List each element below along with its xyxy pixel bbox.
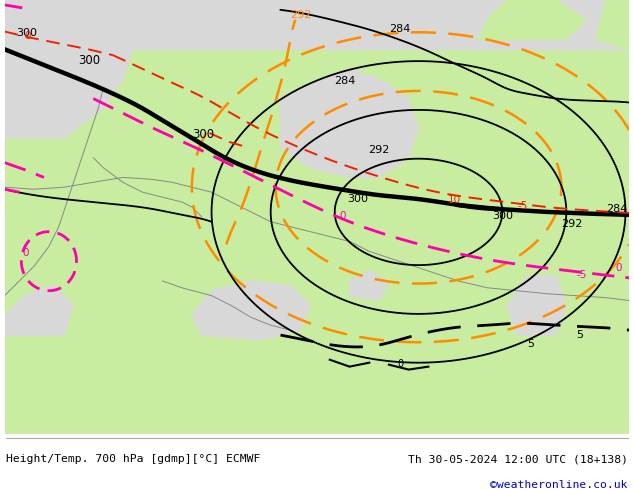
Text: 300: 300	[79, 54, 101, 67]
Polygon shape	[349, 271, 389, 300]
Text: 292: 292	[562, 219, 583, 229]
Text: ©weatheronline.co.uk: ©weatheronline.co.uk	[490, 481, 628, 490]
Polygon shape	[4, 0, 630, 434]
Text: 5: 5	[527, 339, 534, 349]
Polygon shape	[596, 0, 630, 49]
Text: 292: 292	[368, 145, 390, 155]
Text: 300: 300	[493, 211, 514, 221]
Text: 0: 0	[398, 359, 404, 368]
Text: 0: 0	[24, 31, 31, 42]
Text: 300: 300	[192, 128, 214, 141]
Text: -5: -5	[517, 201, 527, 211]
Text: 292: 292	[290, 10, 312, 20]
Text: 284: 284	[334, 76, 355, 86]
Polygon shape	[4, 0, 630, 49]
Text: 284: 284	[605, 204, 627, 214]
Polygon shape	[280, 69, 418, 177]
Text: Th 30-05-2024 12:00 UTC (18+138): Th 30-05-2024 12:00 UTC (18+138)	[408, 454, 628, 464]
Text: 300: 300	[347, 194, 368, 204]
Text: 284: 284	[389, 24, 410, 33]
Text: 300: 300	[16, 28, 37, 39]
Text: Height/Temp. 700 hPa [gdmp][°C] ECMWF: Height/Temp. 700 hPa [gdmp][°C] ECMWF	[6, 454, 261, 464]
Polygon shape	[192, 281, 310, 340]
Polygon shape	[507, 276, 566, 335]
Text: 10: 10	[448, 195, 461, 205]
Text: 0: 0	[340, 211, 346, 221]
Polygon shape	[4, 0, 133, 138]
Polygon shape	[477, 0, 586, 39]
Text: 5: 5	[576, 330, 583, 340]
Text: -5: -5	[576, 270, 586, 280]
Text: 0: 0	[616, 263, 622, 273]
Text: 0: 0	[22, 248, 29, 258]
Polygon shape	[4, 286, 74, 335]
